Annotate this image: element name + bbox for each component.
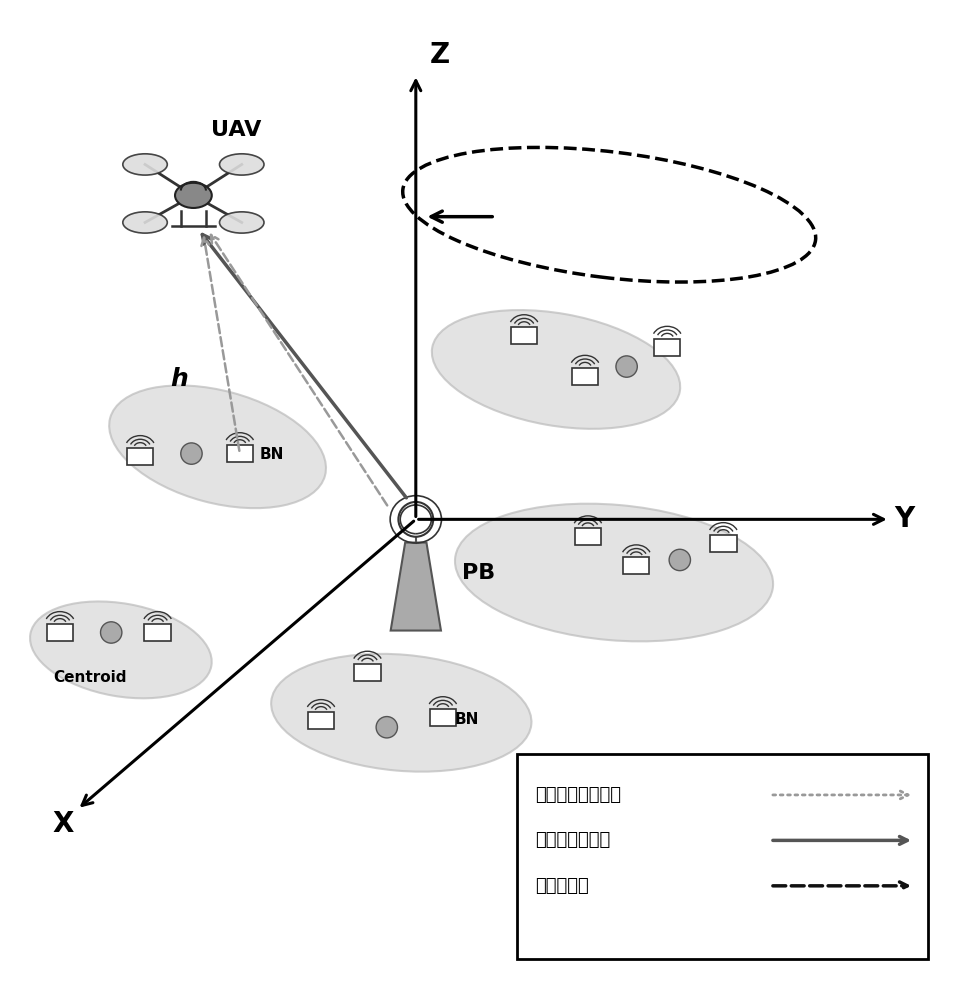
Bar <box>354 664 381 681</box>
Ellipse shape <box>432 310 680 429</box>
Ellipse shape <box>123 154 167 175</box>
Ellipse shape <box>455 504 773 641</box>
Circle shape <box>181 443 202 464</box>
Bar <box>429 709 456 726</box>
Text: Centroid: Centroid <box>53 670 127 685</box>
Bar <box>127 448 154 465</box>
Text: BN: BN <box>259 447 283 462</box>
Circle shape <box>669 549 690 571</box>
Circle shape <box>398 502 433 537</box>
Bar <box>571 368 599 385</box>
Bar <box>511 327 538 344</box>
Polygon shape <box>391 543 441 631</box>
Text: Z: Z <box>430 41 450 69</box>
Ellipse shape <box>175 183 212 208</box>
Text: X: X <box>52 810 73 838</box>
Circle shape <box>616 356 637 377</box>
Text: 飞行轨迹：: 飞行轨迹： <box>535 877 589 895</box>
Text: BN: BN <box>454 712 479 727</box>
Text: 周围的射频信号：: 周围的射频信号： <box>535 786 621 804</box>
Ellipse shape <box>220 212 264 233</box>
Bar <box>308 712 335 729</box>
Ellipse shape <box>123 212 167 233</box>
Bar <box>144 624 171 641</box>
Text: PB: PB <box>462 563 495 583</box>
Bar <box>710 535 737 552</box>
Bar <box>46 624 73 641</box>
FancyBboxPatch shape <box>517 754 928 959</box>
Ellipse shape <box>109 385 326 508</box>
Bar <box>574 528 601 545</box>
Text: Y: Y <box>894 505 914 533</box>
Bar <box>623 557 650 574</box>
Bar <box>654 339 681 356</box>
Bar <box>226 445 253 462</box>
Text: h: h <box>170 367 188 391</box>
Ellipse shape <box>30 601 212 698</box>
Circle shape <box>376 717 397 738</box>
Circle shape <box>101 622 122 643</box>
Text: UAV: UAV <box>211 120 261 140</box>
Text: 反向散射信号：: 反向散射信号： <box>535 831 610 849</box>
Ellipse shape <box>271 654 532 772</box>
Ellipse shape <box>220 154 264 175</box>
